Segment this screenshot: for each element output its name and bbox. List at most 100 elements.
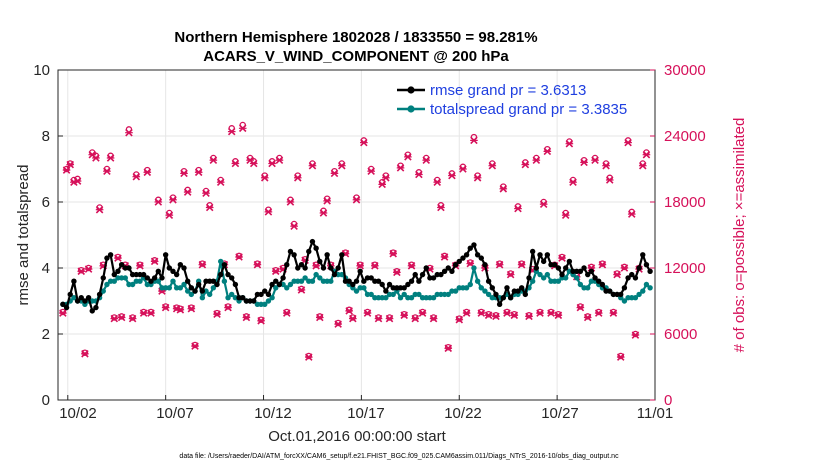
obs-assimilated-point xyxy=(594,309,603,317)
y-tick-label: 10 xyxy=(33,62,50,79)
obs-possible-point xyxy=(496,260,503,267)
totalspread-series-point xyxy=(265,298,272,304)
rmse-series-point xyxy=(515,288,521,294)
obs-assimilated-point xyxy=(422,156,431,164)
totalspread-series-point xyxy=(401,291,407,298)
obs-possible-point xyxy=(257,316,265,323)
rmse-series-point xyxy=(643,262,650,268)
obs-possible-point xyxy=(386,314,393,321)
rmse-series-point xyxy=(460,255,466,261)
obs-assimilated-point xyxy=(73,177,82,185)
obs-assimilated-point xyxy=(235,253,243,261)
obs-assimilated-point xyxy=(569,178,577,186)
totalspread-series-point xyxy=(313,271,319,278)
obs-possible-point xyxy=(118,313,125,320)
obs-possible-point xyxy=(507,270,514,277)
obs-assimilated-point xyxy=(367,167,375,175)
rmse-series-point xyxy=(544,252,551,258)
obs-assimilated-point xyxy=(492,312,500,321)
totalspread-series-point xyxy=(562,275,569,281)
rmse-series-point xyxy=(445,265,451,271)
obs-possible-point xyxy=(518,260,525,267)
rmse-series-point xyxy=(232,281,239,288)
totalspread-series-point xyxy=(129,281,136,288)
totalspread-series-point xyxy=(221,278,228,284)
obs-assimilated-point xyxy=(382,174,390,182)
rmse-series-point xyxy=(229,275,235,281)
obs-assimilated-point xyxy=(264,208,273,216)
rmse-series-point xyxy=(599,281,606,288)
obs-possible-point xyxy=(312,261,320,268)
rmse-series-point xyxy=(386,281,393,288)
rmse-series-point xyxy=(210,278,217,284)
obs-assimilated-point xyxy=(227,127,236,136)
rmse-series-point xyxy=(126,265,132,271)
rmse-series-point xyxy=(419,271,426,278)
obs-possible-point xyxy=(59,308,67,316)
obs-assimilated-point xyxy=(539,200,548,208)
obs-assimilated-point xyxy=(345,307,353,315)
totalspread-series-point xyxy=(229,291,235,298)
x-tick-labels: 10/02 10/07 10/12 10/17 10/22 10/27 11/0… xyxy=(59,405,673,422)
rmse-series-point xyxy=(71,278,77,284)
totalspread-series-point xyxy=(155,278,162,284)
totalspread-series-point xyxy=(452,288,459,294)
rmse-series-point xyxy=(375,278,382,284)
rmse-series-point xyxy=(566,258,573,265)
rmse-series-point xyxy=(500,295,507,301)
obs-assimilated-point xyxy=(503,309,511,317)
rmse-series-point xyxy=(452,262,459,268)
totalspread-series-point xyxy=(544,271,551,278)
rmse-series-point xyxy=(262,288,268,294)
rmse-series-point xyxy=(181,265,187,271)
obs-assimilated-point xyxy=(429,314,438,323)
obs-possible-point xyxy=(272,266,280,274)
totalspread-series-point xyxy=(397,295,404,301)
rmse-series-point xyxy=(467,245,473,251)
obs-possible-point xyxy=(511,310,518,318)
obs-assimilated-point xyxy=(132,172,141,181)
obs-possible-point xyxy=(536,308,544,316)
obs-possible-point xyxy=(345,306,353,314)
obs-assimilated-point xyxy=(385,314,394,323)
rmse-series-point xyxy=(346,278,352,284)
obs-assimilated-point xyxy=(338,161,346,170)
obs-assimilated-point xyxy=(374,314,383,323)
totalspread-series-point xyxy=(339,271,345,278)
rmse-series-point xyxy=(441,268,448,274)
obs-possible-point xyxy=(408,261,415,268)
obs-assimilated-point xyxy=(418,309,427,317)
totalspread-series-point xyxy=(463,285,470,291)
x-tick-label: 10/27 xyxy=(541,405,579,422)
obs-possible-point xyxy=(632,330,639,338)
obs-possible-point xyxy=(66,160,74,167)
obs-possible-point xyxy=(224,303,232,310)
obs-assimilated-point xyxy=(356,262,364,270)
totalspread-series-point xyxy=(585,285,591,291)
obs-assimilated-point xyxy=(253,260,262,269)
rmse-series-point xyxy=(63,304,70,311)
obs-possible-point xyxy=(305,352,313,360)
rmse-series-point xyxy=(240,295,246,301)
rmse-series-point xyxy=(632,275,639,281)
obs-assimilated-point xyxy=(315,313,324,322)
y-tick-label: 2 xyxy=(42,326,50,343)
rmse-series-point xyxy=(607,288,613,294)
obs-assimilated-point xyxy=(495,260,504,269)
obs-assimilated-point xyxy=(477,309,486,317)
rmse-series-point xyxy=(449,268,455,274)
obs-assimilated-point xyxy=(136,262,144,270)
obs-assimilated-point xyxy=(400,311,409,320)
rmse-series-point xyxy=(629,271,635,278)
totalspread-series-point xyxy=(302,275,308,281)
obs-assimilated-point xyxy=(334,320,342,328)
x-tick-label: 10/07 xyxy=(156,405,194,422)
rmse-series-point xyxy=(621,285,628,291)
rmse-series-point xyxy=(276,281,283,288)
rmse-series-point xyxy=(93,304,99,311)
rmse-series-point xyxy=(335,265,341,271)
obs-assimilated-point xyxy=(297,286,306,294)
obs-assimilated-point xyxy=(396,164,405,172)
obs-assimilated-point xyxy=(363,309,372,317)
rmse-series-point xyxy=(504,285,510,291)
